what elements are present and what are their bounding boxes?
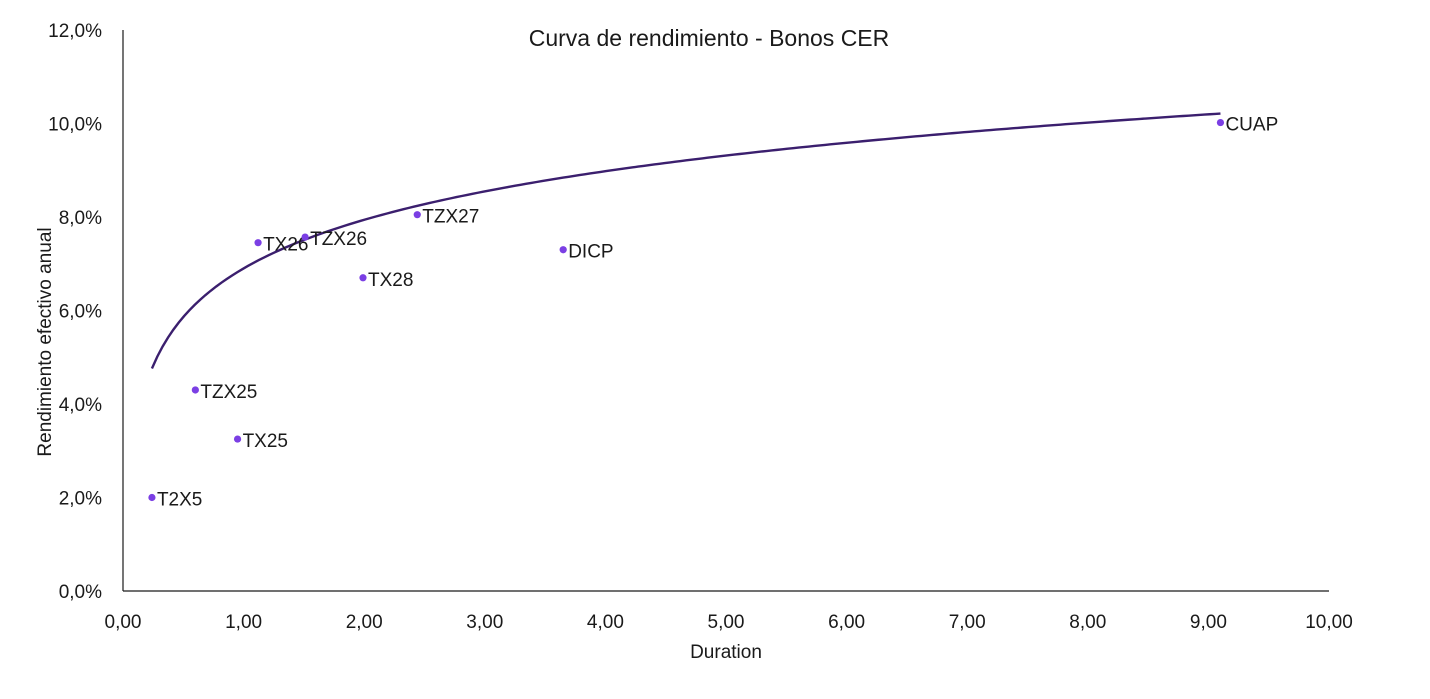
data-label: TZX25 [200,382,257,403]
data-point [148,493,156,502]
data-point [559,246,567,254]
y-tick-label: 4,0% [59,395,102,416]
y-tick-label: 12,0% [48,21,102,42]
data-point [233,435,242,443]
data-point [1216,118,1225,127]
data-point [301,233,309,241]
data-label: T2X5 [157,490,202,511]
y-tick-label: 6,0% [59,302,102,323]
x-tick-label: 5,00 [708,612,745,633]
y-tick-label: 10,0% [48,115,102,136]
y-axis-title: Rendimiento efectivo anual [35,227,56,456]
data-point [359,274,367,282]
y-tick-label: 2,0% [59,489,102,510]
trendline-path [150,112,1221,369]
data-point [413,211,421,219]
x-tick-label: 0,00 [105,612,142,633]
data-label: CUAP [1225,115,1278,136]
trendline [150,112,1221,369]
data-label: TZX27 [422,207,479,228]
x-tick-label: 8,00 [1069,612,1106,633]
axes: 0,00 1,00 2,00 3,00 4,00 5,00 6,00 7,00 8,00 9,00… [48,21,1353,633]
x-tick-label: 3,00 [466,612,503,633]
x-axis-title: Duration [690,642,762,663]
data-point [254,239,262,247]
x-tick-label: 10,00 [1305,612,1353,633]
data-label: DICP [568,242,613,263]
y-tick-label: 8,0% [59,208,102,229]
x-tick-label: 9,00 [1190,612,1227,633]
data-label: TZX26 [310,229,367,250]
x-tick-label: 7,00 [949,612,986,633]
x-tick-label: 2,00 [346,612,383,633]
y-tick-label: 0,0% [59,582,102,603]
chart-title: Curva de rendimiento - Bonos CER [529,25,890,51]
data-point [191,386,199,394]
x-tick-label: 4,00 [587,612,624,633]
data-label: TX25 [243,431,288,452]
data-label: TX26 [263,235,308,256]
data-label: TX28 [368,270,413,291]
x-tick-label: 1,00 [225,612,262,633]
x-tick-label: 6,00 [828,612,865,633]
